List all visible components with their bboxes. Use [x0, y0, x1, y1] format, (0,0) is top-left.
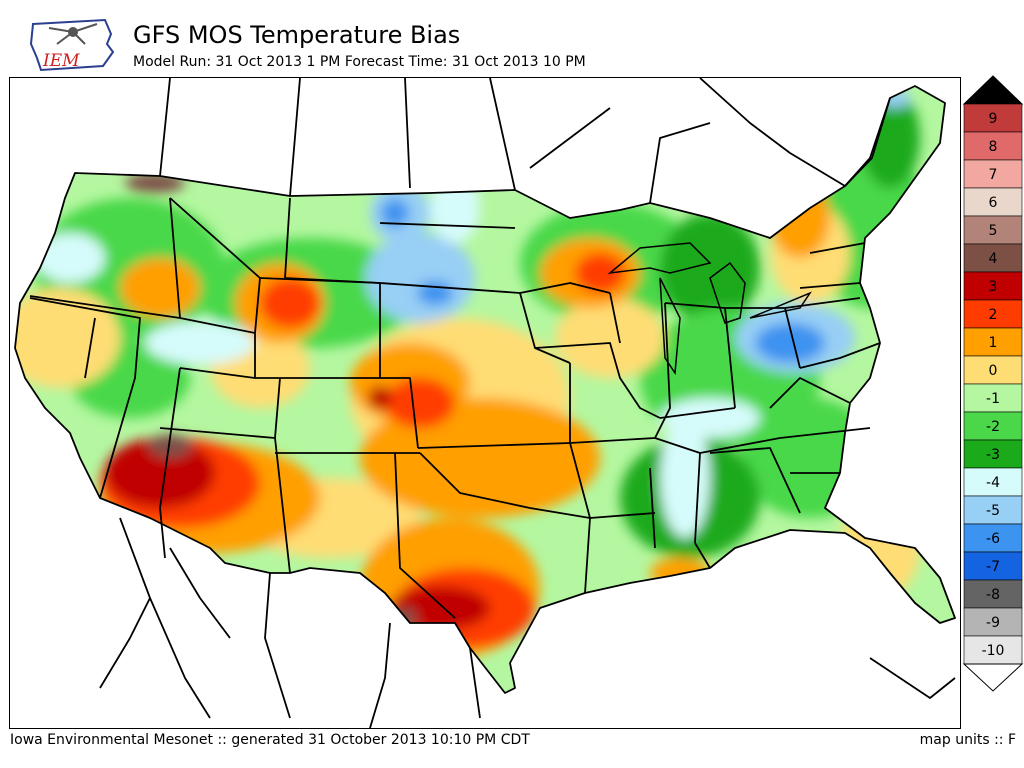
- map-subtitle: Model Run: 31 Oct 2013 1 PM Forecast Tim…: [133, 54, 586, 70]
- colorbar-label: 2: [989, 307, 998, 323]
- state-boundaries: [14, 78, 956, 728]
- colorbar-swatch: [963, 131, 1023, 161]
- colorbar-swatch: [963, 579, 1023, 609]
- temperature-bias-map: [10, 78, 960, 728]
- colorbar-swatch: [963, 607, 1023, 637]
- colorbar-swatch: [963, 411, 1023, 441]
- colorbar-cells: 9 8 7 6 5 4 3 2 1 0 -1 -2 -3 -4 -5 -6 -7 -8 -9 -10: [963, 103, 1023, 665]
- map-panel: [9, 77, 961, 729]
- colorbar-swatch: [963, 551, 1023, 581]
- iem-logo: IEM: [29, 18, 115, 72]
- map-title: GFS MOS Temperature Bias: [133, 21, 461, 49]
- colorbar-label: -4: [986, 475, 1000, 491]
- colorbar-swatch: [963, 383, 1023, 413]
- footer-credit: Iowa Environmental Mesonet :: generated …: [10, 732, 530, 748]
- colorbar-label: 3: [989, 279, 998, 295]
- footer-units: map units :: F: [919, 732, 1016, 748]
- colorbar-label: -8: [986, 587, 1000, 603]
- colorbar-label: 8: [989, 139, 998, 155]
- colorbar-label: 9: [989, 111, 998, 127]
- colorbar-label: -2: [986, 419, 1000, 435]
- colorbar-label: 4: [989, 251, 998, 267]
- colorbar-label: 6: [989, 195, 998, 211]
- colorbar-label: -3: [986, 447, 1000, 463]
- colorbar-swatch: [963, 299, 1023, 329]
- colorbar-top-arrow: [962, 75, 1024, 105]
- colorbar-label: 7: [989, 167, 998, 183]
- logo-text: IEM: [42, 51, 80, 71]
- colorbar-label: 1: [989, 335, 998, 351]
- colorbar-label: -6: [986, 531, 1000, 547]
- colorbar-label: 0: [989, 363, 998, 379]
- great-lakes: [607, 242, 812, 376]
- colorbar-label: -1: [986, 391, 1000, 407]
- colorbar-label: 5: [989, 223, 998, 239]
- colorbar-swatch: [963, 215, 1023, 245]
- colorbar-swatch: [963, 635, 1023, 665]
- colorbar: 9 8 7 6 5 4 3 2 1 0 -1 -2 -3 -4 -5 -6 -7 -8 -9 -10: [962, 75, 1024, 692]
- colorbar-swatch: [963, 495, 1023, 525]
- colorbar-swatch: [963, 271, 1023, 301]
- iowa-state-outline: [29, 18, 115, 72]
- colorbar-swatch: [963, 187, 1023, 217]
- colorbar-bottom-arrow: [962, 663, 1024, 692]
- colorbar-label: -7: [986, 559, 1000, 575]
- colorbar-label: -9: [986, 615, 1000, 631]
- colorbar-swatch: [963, 327, 1023, 357]
- colorbar-label: -10: [982, 643, 1005, 659]
- colorbar-swatch: [963, 439, 1023, 469]
- colorbar-swatch: [963, 159, 1023, 189]
- colorbar-label: -5: [986, 503, 1000, 519]
